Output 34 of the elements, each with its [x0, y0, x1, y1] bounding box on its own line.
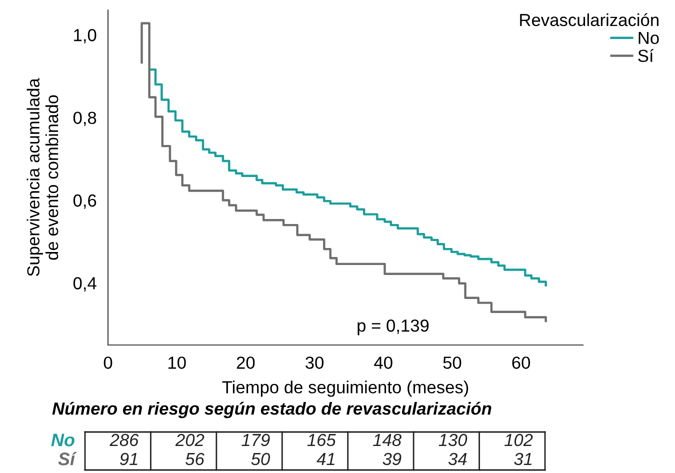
text: 56 [186, 452, 204, 466]
legend-title: Revascularización [520, 13, 658, 26]
x-tick-label: 0 [104, 356, 112, 369]
text: 102 [504, 434, 533, 446]
y-tick-label: 0,8 [73, 112, 96, 126]
text: No [51, 434, 74, 446]
text: 41 [316, 453, 334, 465]
y-tick-label: 0,6 [73, 194, 96, 209]
text: 130 [438, 434, 468, 446]
x-tick-label: 60 [512, 356, 530, 369]
legend-label: Sí [638, 49, 654, 62]
x-tick-label: 10 [168, 356, 186, 369]
text: Número en riesgo según estado de revascularización [52, 402, 492, 418]
x-tick-label: 40 [374, 356, 392, 369]
text: 202 [175, 434, 204, 446]
text: 179 [242, 434, 270, 446]
x-axis-title: Tiempo de seguimiento (meses) [222, 380, 468, 397]
text: 31 [514, 452, 532, 466]
y-axis-title: Supervivencia acumulada de evento combinado [26, 78, 58, 276]
y-tick-label: 0,4 [73, 277, 96, 292]
text: 165 [307, 434, 336, 446]
x-tick-label: 20 [236, 356, 255, 369]
text: 39 [382, 452, 402, 466]
text: 50 [251, 452, 270, 466]
text: 91 [120, 452, 138, 466]
annotation: p = 0,139 [358, 319, 429, 336]
y-tick-label: 1,0 [74, 28, 96, 44]
text: 148 [373, 434, 402, 446]
x-tick-label: 50 [443, 356, 462, 369]
legend-label: No [638, 32, 659, 44]
text: 34 [448, 452, 467, 466]
text: 286 [110, 434, 139, 446]
x-tick-label: 30 [306, 356, 324, 369]
text: Sí [58, 452, 77, 466]
